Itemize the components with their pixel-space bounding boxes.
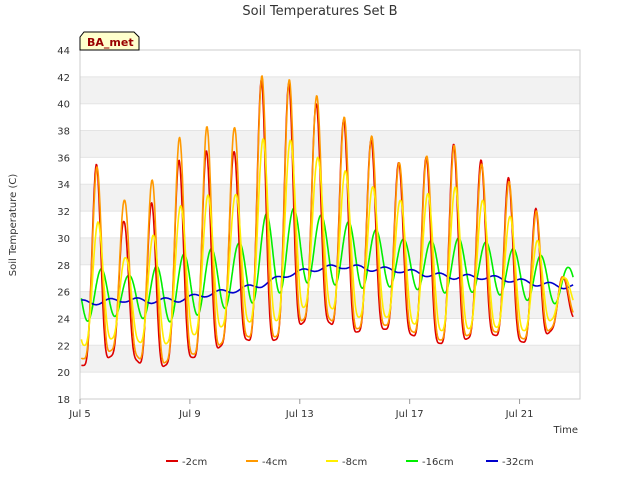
legend-label-minus-8cm: -8cm [342,457,367,468]
series-line-minus-8cm [80,138,574,347]
y-tick-label: 36 [57,153,70,164]
series-line-minus-4cm [80,75,574,364]
x-axis: Jul 5 Jul 9 Jul 13 Jul 17 Jul 21 [68,399,534,420]
y-tick-label: 22 [57,341,70,352]
y-tick-label: 44 [57,46,70,57]
y-tick-label: 42 [57,73,70,84]
x-axis-label: Time [553,425,578,436]
legend-label-minus-4cm: -4cm [262,457,287,468]
y-axis-label: Soil Temperature (C) [8,174,19,277]
y-tick-label: 28 [57,261,70,272]
x-tick-label: Jul 5 [68,409,91,420]
y-tick-label: 38 [57,127,70,138]
x-tick-label: Jul 9 [178,409,201,420]
y-tick-label: 34 [57,180,70,191]
series-line-minus-2cm [81,79,574,368]
y-tick-label: 40 [57,100,70,111]
x-tick-label: Jul 17 [395,409,424,420]
plot-area [79,49,581,400]
station-label: BA_met [87,36,134,49]
grid-band [80,184,580,212]
grid-band [80,130,580,158]
y-axis: 18 20 22 24 26 28 30 32 34 36 38 40 42 44 [57,46,70,406]
y-tick-label: 20 [57,368,70,379]
chart-title: Soil Temperatures Set B [242,4,397,19]
y-tick-label: 24 [57,314,70,325]
x-tick-label: Jul 13 [285,409,314,420]
grid-band [80,345,580,373]
y-tick-label: 32 [57,207,70,218]
y-tick-label: 18 [57,395,70,406]
y-tick-label: 30 [57,234,70,245]
y-tick-label: 26 [57,288,70,299]
station-label-box: BA_met [79,31,140,51]
legend: -2cm -4cm -8cm -16cm -32cm [166,457,534,468]
legend-label-minus-32cm: -32cm [502,457,534,468]
series-lines [80,75,574,368]
series-line-minus-16cm [80,207,574,323]
series-line-minus-32cm [81,264,574,306]
legend-label-minus-16cm: -16cm [422,457,454,468]
grid-bands [80,49,580,400]
x-tick-label: Jul 21 [505,409,534,420]
grid-band [80,76,580,104]
legend-label-minus-2cm: -2cm [182,457,207,468]
